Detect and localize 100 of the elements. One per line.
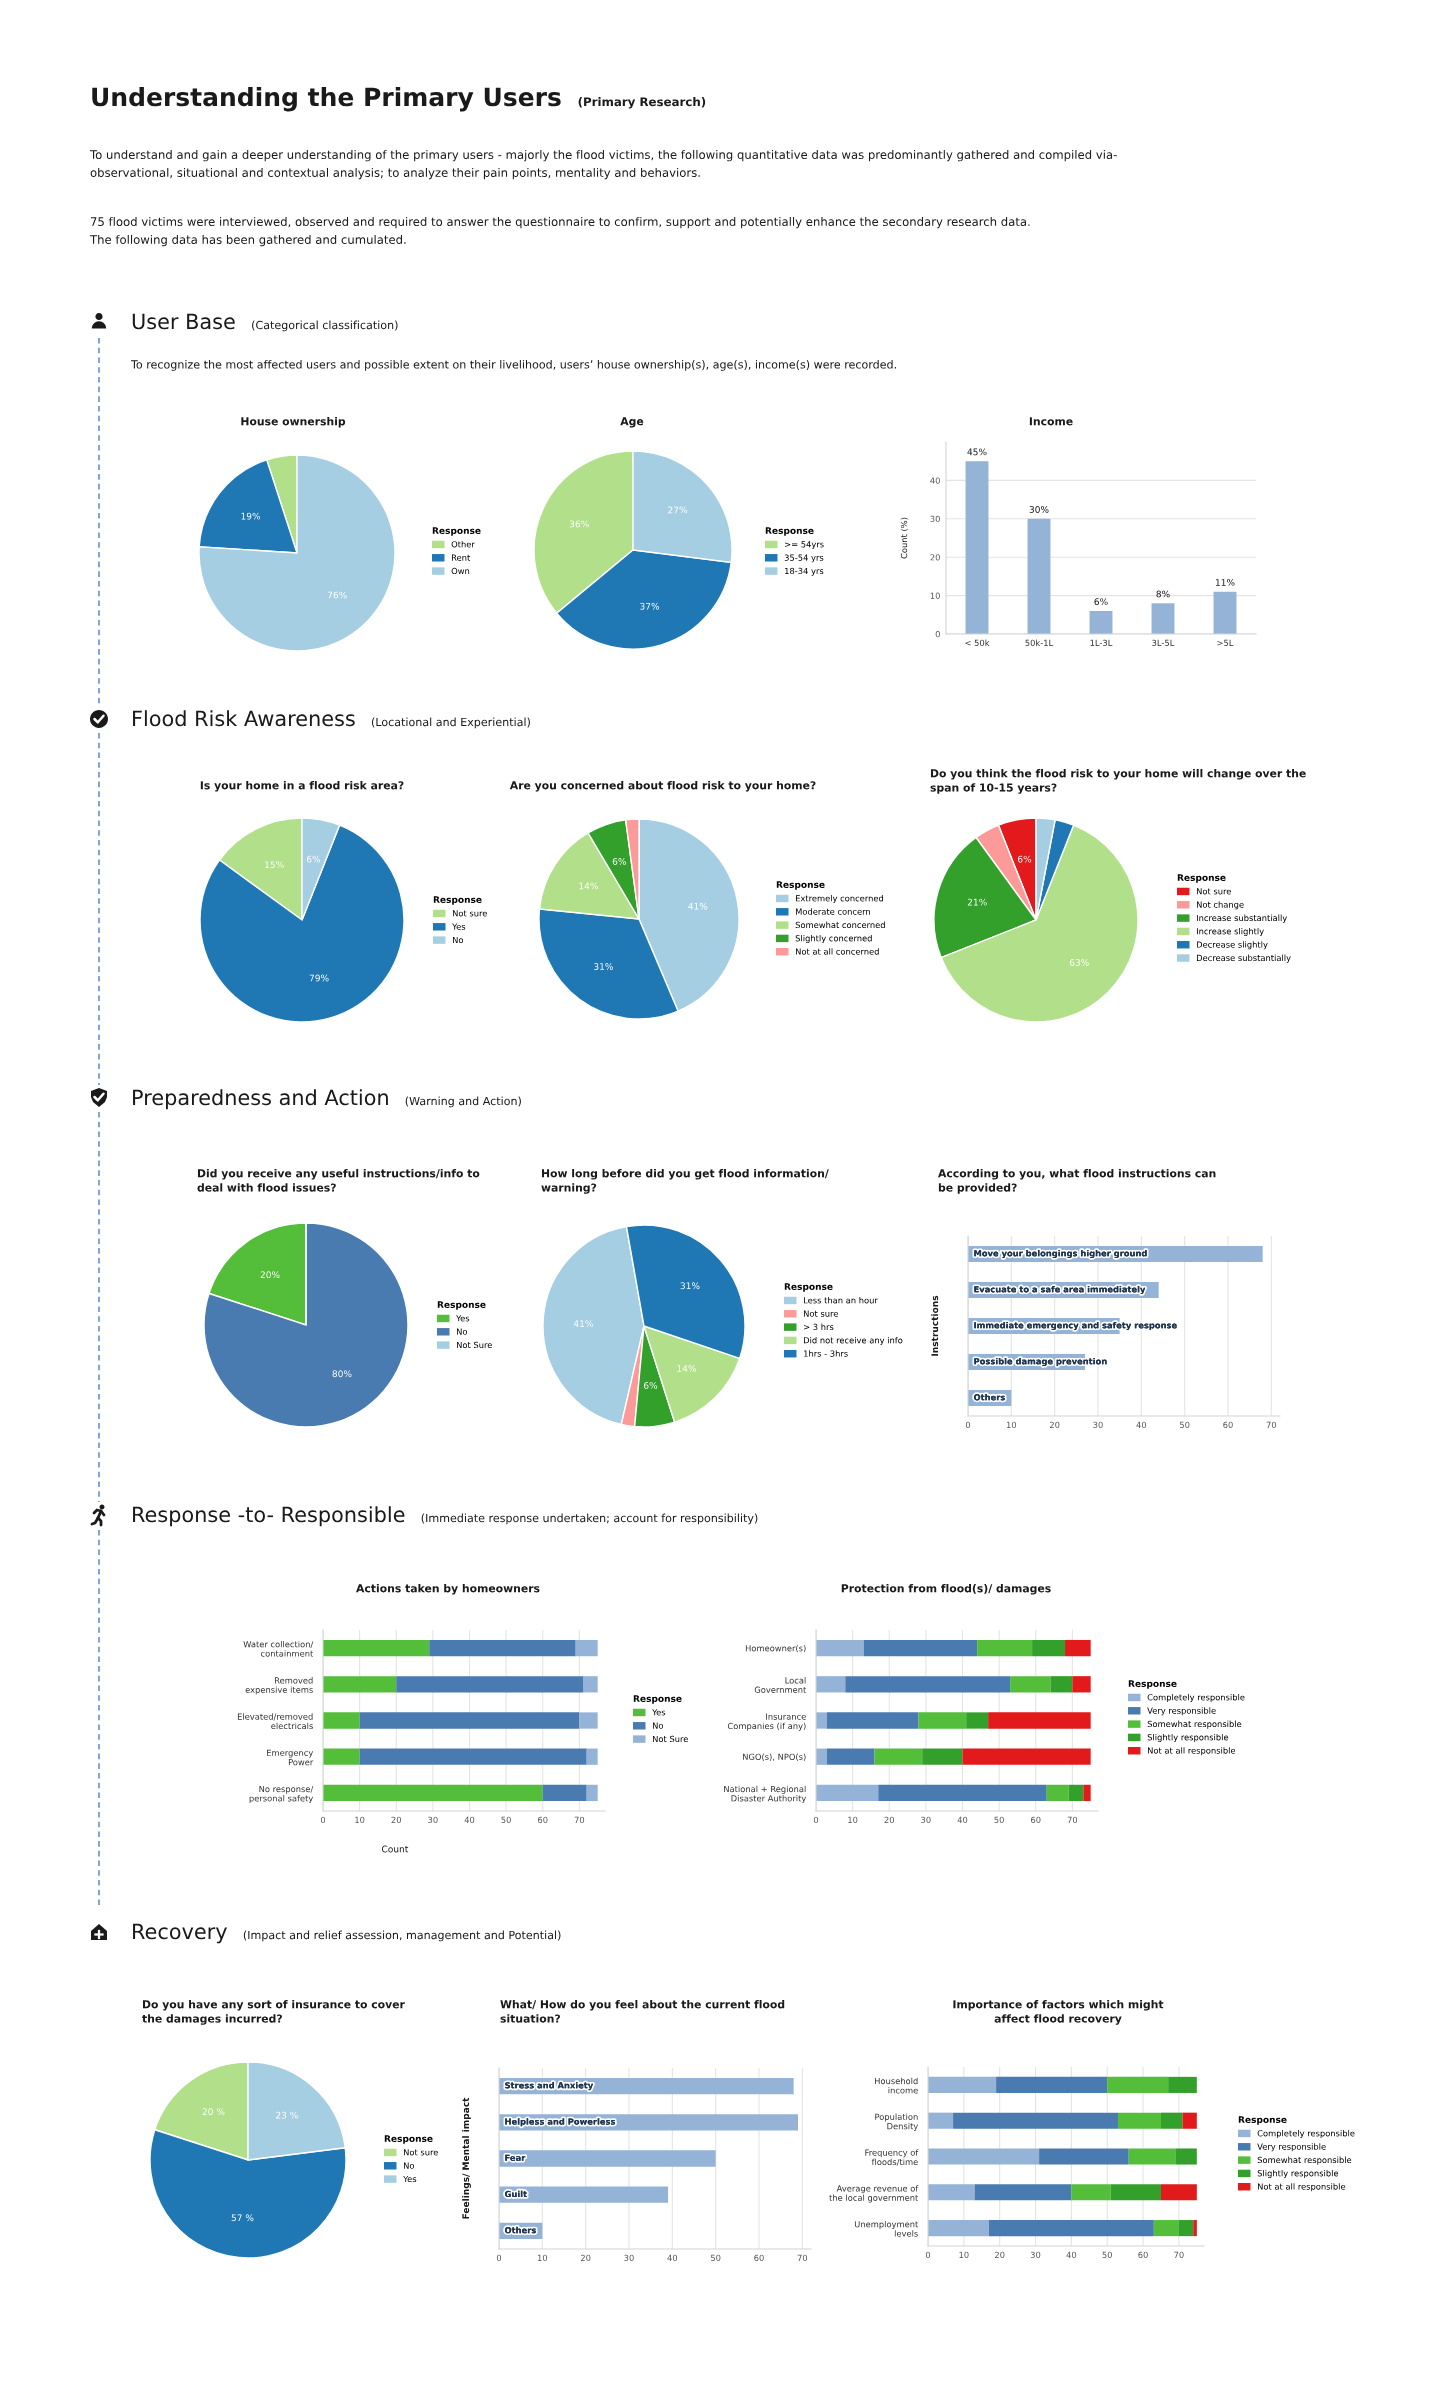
legend-title: Response [765, 527, 814, 536]
bar [816, 1639, 864, 1657]
bar [974, 2184, 1072, 2201]
legend-label: Not at all responsible [1147, 1747, 1236, 1756]
y-tick-label: Average revenue of the local government [829, 2185, 919, 2203]
bar [1153, 2220, 1179, 2237]
data-label: 6% [1018, 855, 1032, 863]
bar [583, 1676, 598, 1693]
y-tick-label: Water collection/ containment [243, 1640, 314, 1657]
x-tick-label: 60 [1223, 1421, 1233, 1429]
legend-label: Slightly responsible [1257, 2169, 1339, 2178]
bar [542, 1784, 587, 1802]
legend-title: Response [776, 881, 825, 890]
bar [928, 2076, 997, 2093]
bar [1213, 591, 1237, 634]
text: (Primary Research) [578, 97, 706, 109]
x-tick-label: 0 [813, 1816, 819, 1824]
y-axis-title: Feelings/ Mental impact [462, 2097, 471, 2219]
x-tick-label: 60 [754, 2254, 764, 2262]
y-tick-label: Guilt [504, 2190, 527, 2198]
data-label: 11% [1215, 579, 1235, 586]
x-tick-label: 60 [1138, 2251, 1148, 2259]
pie-slice [198, 454, 396, 652]
legend-label: Yes [403, 2175, 417, 2183]
legend-label: Less than an hour [803, 1296, 878, 1304]
bar [323, 1676, 397, 1693]
bar [575, 1639, 598, 1657]
legend-label: Not at all responsible [1257, 2183, 1346, 2192]
chart-title: What/ How do you feel about the current flood situation? [500, 2000, 785, 2023]
bar [396, 1676, 584, 1693]
legend-label: Rent [451, 554, 471, 561]
text: 75 flood victims were interviewed, observed and required to answer the questionnaire to confirm, support and potentially enhance the secondary research data. The following data has been gathered and cumulated. [89, 217, 1030, 247]
x-tick-label: 70 [1266, 1421, 1277, 1429]
bar [429, 1639, 576, 1657]
x-tick-label: 20 [995, 2251, 1005, 2259]
x-tick-label: 50 [711, 2254, 721, 2262]
legend-title: Response [432, 527, 481, 536]
x-tick-label: 30 [624, 2254, 634, 2262]
x-tick-label: 40 [667, 2254, 678, 2262]
y-tick-label: 40 [930, 477, 940, 484]
legend-label: Moderate concern [795, 908, 870, 915]
bar [874, 1748, 923, 1765]
bar [323, 1639, 430, 1657]
legend-label: Not change [1196, 901, 1244, 910]
legend-label: Increase slightly [1196, 927, 1264, 936]
bar [359, 1712, 580, 1729]
x-tick-label: 10 [1006, 1421, 1017, 1429]
bar [988, 1712, 1091, 1729]
x-tick-label: 3L-5L [1152, 639, 1175, 647]
x-tick-label: 10 [537, 2254, 548, 2262]
bar [1032, 1639, 1066, 1657]
bar [1010, 1676, 1051, 1693]
y-tick-label: National + Regional Disaster Authority [724, 1785, 807, 1804]
bar [1117, 2112, 1161, 2129]
legend-label: Yes [456, 1315, 470, 1322]
y-tick-label: Fear [505, 2154, 526, 2161]
y-tick-label: Move your belongings higher ground [974, 1249, 1147, 1259]
bar [1151, 603, 1175, 634]
data-label: 6% [643, 1382, 658, 1389]
text: User Base [132, 313, 235, 330]
x-tick-label: 1L-3L [1090, 639, 1113, 647]
data-label: 21% [967, 898, 987, 906]
data-label: 36% [569, 520, 589, 528]
y-axis-title: Count (%) [900, 517, 909, 559]
y-tick-label: Others [504, 2226, 536, 2234]
bar [1065, 1639, 1091, 1657]
legend-title: Response [1128, 1680, 1177, 1689]
bar [499, 2150, 716, 2167]
legend-label: Yes [452, 923, 466, 930]
legend-label: Decrease slightly [1196, 941, 1268, 950]
x-tick-label: 50 [1102, 2251, 1112, 2259]
legend-label: 18-34 yrs [785, 567, 824, 576]
legend-title: Response [1177, 874, 1226, 883]
data-label: 76% [327, 591, 347, 599]
bar [928, 2112, 954, 2129]
y-tick-label: 10 [930, 592, 940, 599]
data-label: 37% [640, 602, 660, 610]
legend-label: Slightly concerned [795, 934, 872, 943]
chart-title: Are you concerned about flood risk to your home? [509, 781, 816, 792]
text: Response -to- Responsible [133, 1506, 405, 1527]
legend-label: Completely responsible [1257, 2129, 1355, 2139]
bar [1128, 2148, 1176, 2165]
chart-title: Do you have any sort of insurance to cover the damages incurred? [142, 2000, 405, 2025]
y-axis-title: Instructions [931, 1295, 939, 1356]
y-tick-label: 0 [935, 630, 940, 638]
chart-title: Protection from flood(s)/ damages [841, 1584, 1051, 1595]
legend-title: Response [433, 896, 482, 905]
x-tick-label: 70 [574, 1816, 585, 1824]
bar [1160, 2184, 1197, 2201]
text: (Warning and Action) [405, 1096, 521, 1108]
bar [1110, 2184, 1161, 2201]
data-label: 6% [612, 858, 626, 865]
bar [323, 1748, 360, 1765]
x-tick-label: 30 [1030, 2251, 1041, 2259]
legend-label: Own [451, 567, 470, 575]
legend-label: Very responsible [1147, 1707, 1216, 1716]
bar [966, 1712, 989, 1729]
x-tick-label: 50 [994, 1816, 1004, 1824]
bar [962, 1748, 1091, 1765]
text: (Locational and Experiential) [371, 717, 530, 729]
